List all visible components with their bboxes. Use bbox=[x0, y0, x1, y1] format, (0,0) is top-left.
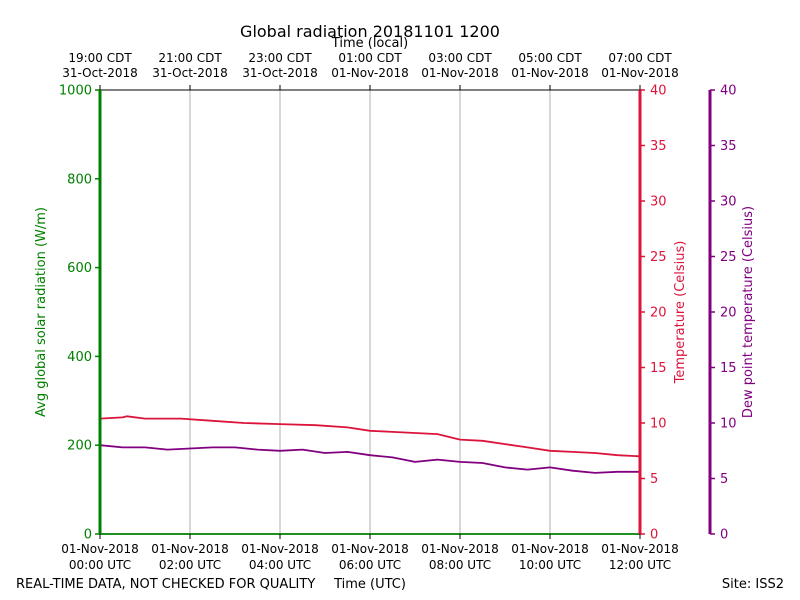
top-axis-label: Time (local) bbox=[331, 36, 408, 51]
series-line-temperature bbox=[99, 415, 641, 458]
bottom-tick-label-date: 01-Nov-2018 bbox=[331, 542, 409, 556]
temperature-tick-label: 10 bbox=[650, 417, 667, 432]
y-axis-label-dew-point: Dew point temperature (Celsius) bbox=[741, 206, 756, 418]
grid bbox=[189, 90, 551, 534]
y-axis-label-temperature: Temperature (Celsius) bbox=[673, 241, 688, 385]
bottom-tick-label-time: 12:00 UTC bbox=[609, 558, 671, 572]
dew-point-tick-label: 20 bbox=[720, 306, 737, 321]
top-tick-label-time: 07:00 CDT bbox=[608, 51, 672, 65]
top-tick-label-time: 01:00 CDT bbox=[338, 51, 402, 65]
left-tick-label: 1000 bbox=[59, 84, 92, 99]
temperature-tick-label: 40 bbox=[650, 84, 667, 99]
top-tick-label-date: 31-Oct-2018 bbox=[62, 66, 138, 80]
bottom-tick-label-date: 01-Nov-2018 bbox=[601, 542, 679, 556]
temperature-tick-label: 0 bbox=[650, 528, 658, 543]
top-tick-label-time: 05:00 CDT bbox=[518, 51, 582, 65]
temperature-tick-label: 35 bbox=[650, 139, 667, 154]
bottom-tick-label-time: 04:00 UTC bbox=[249, 558, 311, 572]
top-tick-label-date: 31-Oct-2018 bbox=[242, 66, 318, 80]
bottom-tick-label-time: 02:00 UTC bbox=[159, 558, 221, 572]
dew-point-tick-label: 25 bbox=[720, 250, 737, 265]
left-tick-label: 600 bbox=[67, 261, 92, 276]
temperature-tick-label: 5 bbox=[650, 472, 658, 487]
dew-point-tick-label: 35 bbox=[720, 139, 737, 154]
top-tick-label-date: 01-Nov-2018 bbox=[421, 66, 499, 80]
dew-point-tick-label: 15 bbox=[720, 361, 737, 376]
temperature-tick-label: 20 bbox=[650, 306, 667, 321]
x-axis-label: Time (UTC) bbox=[333, 577, 406, 592]
right-axis-dew-point: 0 5 10 15 20 25 30 35 40 bbox=[708, 84, 737, 543]
top-tick-label-time: 21:00 CDT bbox=[158, 51, 222, 65]
bottom-tick-label-time: 06:00 UTC bbox=[339, 558, 401, 572]
bottom-tick-label-time: 00:00 UTC bbox=[69, 558, 131, 572]
bottom-axis: 01-Nov-2018 00:00 UTC 01-Nov-2018 02:00 UTC… bbox=[61, 534, 679, 572]
top-tick-label-time: 03:00 CDT bbox=[428, 51, 492, 65]
bottom-tick-label-time: 10:00 UTC bbox=[519, 558, 581, 572]
bottom-tick-label-date: 01-Nov-2018 bbox=[241, 542, 319, 556]
temperature-tick-label: 15 bbox=[650, 361, 667, 376]
quality-disclaimer: REAL-TIME DATA, NOT CHECKED FOR QUALITY bbox=[16, 577, 315, 592]
top-tick-label-date: 31-Oct-2018 bbox=[152, 66, 228, 80]
bottom-tick-label-time: 08:00 UTC bbox=[429, 558, 491, 572]
chart-title: Global radiation 20181101 1200 bbox=[240, 22, 500, 41]
bottom-tick-label-date: 01-Nov-2018 bbox=[421, 542, 499, 556]
left-tick-label: 400 bbox=[67, 350, 92, 365]
dew-point-tick-label: 30 bbox=[720, 195, 737, 210]
left-tick-label: 800 bbox=[67, 172, 92, 187]
dew-point-tick-label: 40 bbox=[720, 84, 737, 99]
bottom-tick-label-date: 01-Nov-2018 bbox=[61, 542, 139, 556]
bottom-tick-label-date: 01-Nov-2018 bbox=[151, 542, 229, 556]
dew-point-tick-label: 5 bbox=[720, 472, 728, 487]
right-axis-temperature: 0 5 10 15 20 25 30 35 40 bbox=[638, 84, 667, 543]
dew-point-tick-label: 10 bbox=[720, 417, 737, 432]
y-axis-label-left: Avg global solar radiation (W/m) bbox=[34, 207, 49, 417]
temperature-tick-label: 25 bbox=[650, 250, 667, 265]
bottom-tick-label-date: 01-Nov-2018 bbox=[511, 542, 589, 556]
series-line-dew-point-temperature bbox=[99, 444, 640, 474]
top-tick-label-date: 01-Nov-2018 bbox=[331, 66, 409, 80]
left-tick-label: 200 bbox=[67, 439, 92, 454]
left-axis: 0 200 400 600 800 1000 bbox=[59, 84, 102, 543]
top-tick-label-date: 01-Nov-2018 bbox=[601, 66, 679, 80]
left-tick-label: 0 bbox=[84, 528, 92, 543]
top-tick-label-time: 23:00 CDT bbox=[248, 51, 312, 65]
temperature-tick-label: 30 bbox=[650, 195, 667, 210]
dew-point-tick-label: 0 bbox=[720, 528, 728, 543]
top-tick-label-date: 01-Nov-2018 bbox=[511, 66, 589, 80]
top-tick-label-time: 19:00 CDT bbox=[68, 51, 132, 65]
site-label: Site: ISS2 bbox=[722, 577, 784, 592]
